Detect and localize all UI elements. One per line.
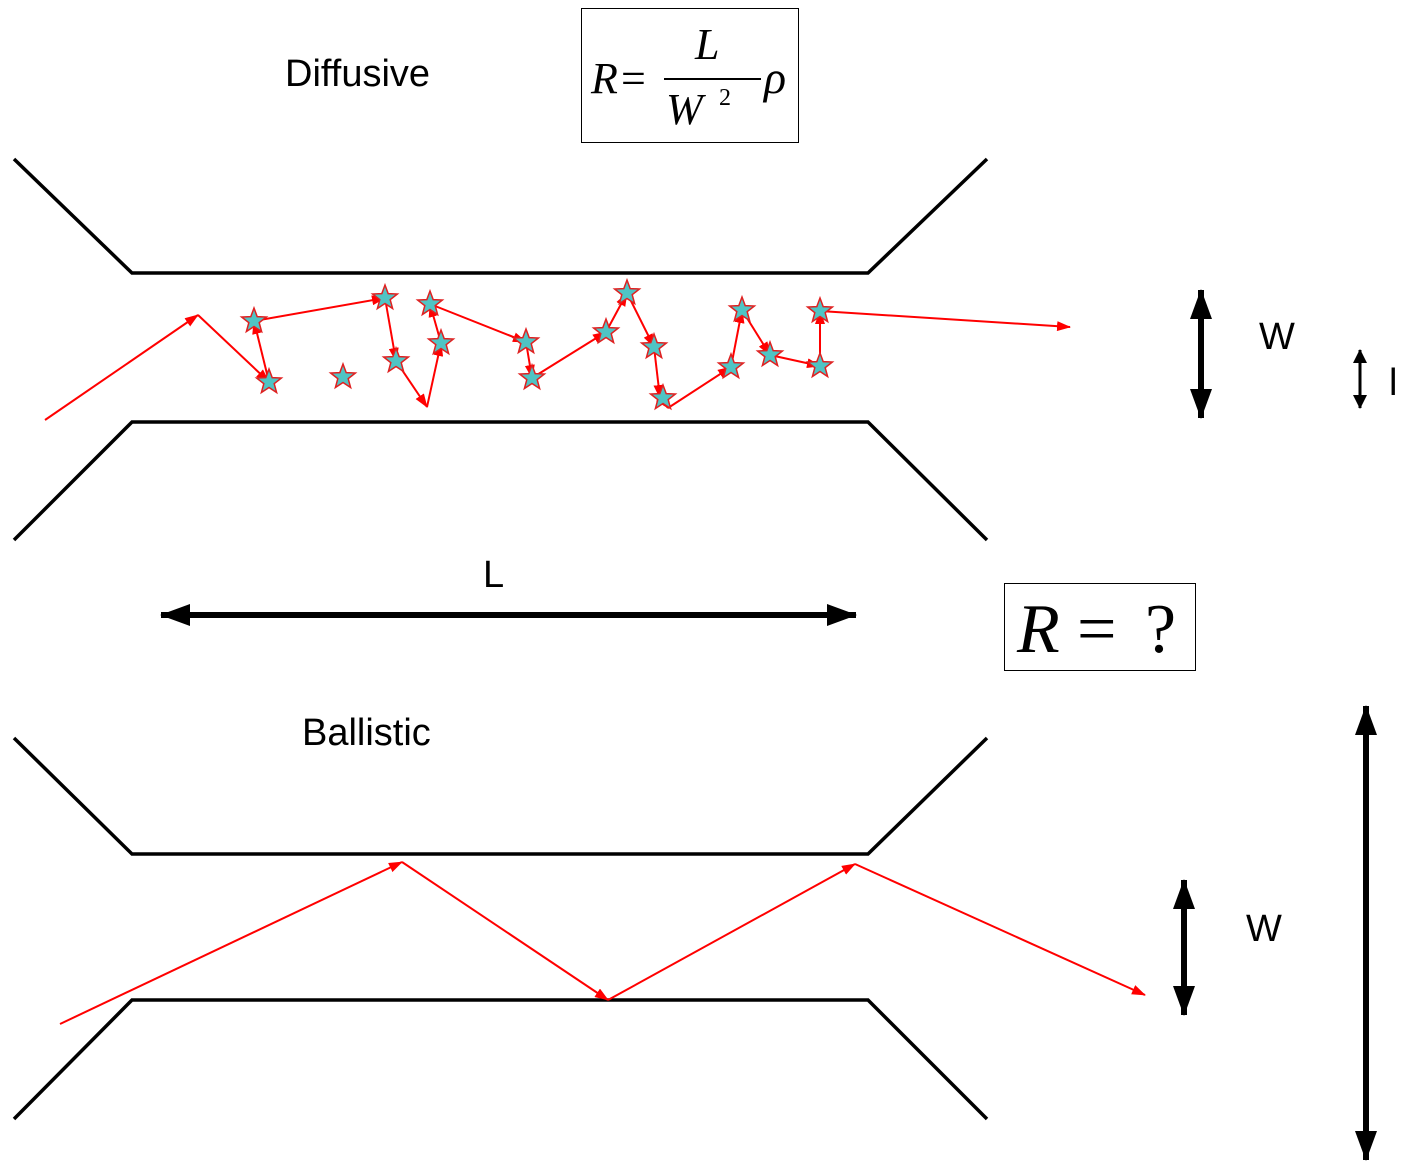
formula-exponent: 2 bbox=[719, 85, 731, 111]
diffusive-segment bbox=[253, 295, 386, 322]
diffusive-segment bbox=[531, 331, 607, 379]
ballistic-title: Ballistic bbox=[302, 712, 431, 754]
diffusive-width-label: W bbox=[1259, 316, 1295, 358]
fraction-bar bbox=[664, 78, 761, 80]
ballistic-channel bbox=[12, 736, 989, 1121]
ballistic-width-label: W bbox=[1246, 908, 1282, 950]
scatterer-star-icon bbox=[511, 326, 541, 355]
scatterer-star-icon bbox=[239, 305, 269, 334]
scatterer-star-icon bbox=[381, 345, 411, 374]
question-equals: = bbox=[1077, 591, 1117, 668]
resistance-question-box: R = ? bbox=[1004, 583, 1196, 671]
diffusive-upper-wall bbox=[12, 157, 989, 275]
scatterer-star-icon bbox=[805, 350, 835, 379]
diffusive-segment bbox=[426, 342, 444, 408]
ballistic-trajectory bbox=[59, 861, 1146, 1025]
formula-lhs: R bbox=[591, 54, 618, 103]
formula-denominator: W bbox=[666, 85, 703, 134]
diffusive-channel bbox=[12, 157, 989, 542]
scatterer-star-icon bbox=[727, 294, 757, 323]
scatterer-star-icon bbox=[612, 277, 642, 306]
formula-equals: = bbox=[621, 54, 646, 103]
diffusive-segment bbox=[197, 314, 270, 383]
diffusive-trajectory bbox=[44, 292, 1071, 421]
scatterer-star-icon bbox=[254, 366, 284, 395]
scatterer-star-icon bbox=[328, 361, 358, 390]
formula-numerator: L bbox=[695, 20, 720, 69]
scatterer-star-icon bbox=[716, 351, 746, 380]
scatterer-star-icon bbox=[426, 327, 456, 356]
scatterer-star-icon bbox=[415, 288, 445, 317]
diffusive-segment bbox=[252, 320, 270, 383]
scatterer-star-icon bbox=[648, 382, 678, 411]
diffusive-segment bbox=[653, 346, 664, 399]
ballistic-segment bbox=[854, 863, 1146, 996]
diffusive-segment bbox=[819, 310, 1071, 332]
resistance-formula-box: R = L W 2 ρ bbox=[581, 8, 799, 143]
scatterer-star-icon bbox=[370, 282, 400, 311]
scatterer-star-icon bbox=[805, 295, 835, 324]
mean-free-path-label: l bbox=[1389, 362, 1398, 404]
scatterer-star-icon bbox=[755, 339, 785, 368]
ballistic-segment bbox=[59, 861, 403, 1025]
scatterer-group bbox=[239, 277, 835, 411]
diffusive-segment bbox=[429, 303, 527, 343]
ballistic-upper-wall bbox=[12, 736, 989, 856]
scatterer-star-icon bbox=[517, 362, 547, 391]
scatterer-star-icon bbox=[591, 316, 621, 345]
ballistic-segment bbox=[607, 863, 856, 1001]
question-rhs: ? bbox=[1145, 591, 1177, 668]
ballistic-segment bbox=[401, 861, 609, 1001]
diffusive-segment bbox=[384, 297, 399, 362]
length-label: L bbox=[483, 554, 505, 596]
scatterer-star-icon bbox=[639, 331, 669, 360]
ballistic-lower-wall bbox=[12, 998, 989, 1121]
formula-rho: ρ bbox=[764, 52, 787, 103]
diffusive-segment bbox=[44, 314, 199, 421]
diffusive-title: Diffusive bbox=[285, 53, 431, 95]
diffusive-segment bbox=[667, 366, 732, 409]
question-lhs: R bbox=[1017, 591, 1060, 668]
diffusive-lower-wall bbox=[12, 420, 989, 542]
